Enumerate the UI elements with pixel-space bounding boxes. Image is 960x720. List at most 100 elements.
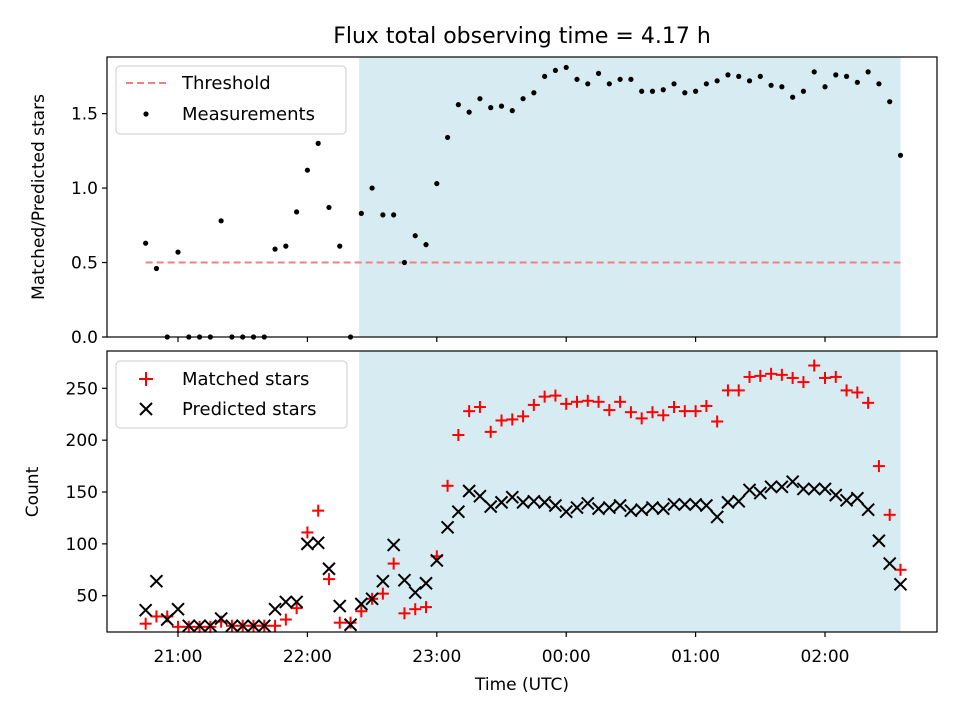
matched-star-point <box>819 371 831 384</box>
count-x-ticks: 21:00 22:00 23:00 00:00 01:00 02:00 <box>154 632 850 667</box>
predicted-star-point <box>473 489 487 503</box>
measurement-point <box>304 167 310 173</box>
predicted-star-point <box>872 534 886 548</box>
y-tick-label: 200 <box>66 431 98 451</box>
predicted-star-point <box>688 497 703 512</box>
measurement-point <box>466 109 472 115</box>
y-tick-label: 50 <box>76 587 98 607</box>
predicted-star-point <box>775 480 789 494</box>
matched-star-point <box>463 405 476 418</box>
measurement-point <box>563 64 569 71</box>
predicted-star-point <box>343 618 358 632</box>
matched-star-point <box>883 508 896 521</box>
predicted-stars-legend-label: Predicted stars <box>182 399 316 420</box>
predicted-star-point <box>235 619 250 633</box>
matched-star-point <box>333 616 346 629</box>
matched-stars-legend-swatch <box>139 372 153 386</box>
measurement-point <box>843 73 850 79</box>
predicted-star-point <box>559 505 573 519</box>
observing-window-shade <box>359 57 901 337</box>
matched-star-point <box>506 413 519 426</box>
y-tick-label: 150 <box>66 483 98 503</box>
matched-star-point <box>657 409 670 422</box>
measurements-legend-label: Measurements <box>182 104 315 125</box>
matched-star-point <box>452 428 465 441</box>
measurement-point <box>455 102 461 108</box>
observing-window-shade <box>359 351 901 632</box>
matched-stars-legend-label: Matched stars <box>182 369 309 390</box>
ratio-legend: Threshold Measurements <box>115 65 347 135</box>
matched-star-point <box>495 414 508 427</box>
matched-star-point <box>840 384 853 397</box>
predicted-star-point <box>333 599 347 613</box>
matched-star-point <box>312 504 325 517</box>
matched-star-point <box>754 369 767 382</box>
matched-star-point <box>646 406 659 419</box>
predicted-star-point <box>214 611 228 626</box>
measurements-legend-swatch <box>143 111 149 117</box>
matched-star-point <box>560 397 573 410</box>
measurement-point <box>294 209 300 215</box>
predicted-star-point <box>829 488 843 502</box>
ratio-panel: 0.0 0.5 1.0 1.5 Matched/Predicted stars Thr… <box>29 56 938 348</box>
matched-star-point <box>322 573 335 586</box>
measurement-point <box>833 72 839 78</box>
measurement-point <box>391 212 397 218</box>
matched-star-point <box>301 526 314 539</box>
predicted-star-point <box>505 490 519 504</box>
matched-star-point <box>139 617 152 630</box>
measurement-point <box>897 152 904 158</box>
measurement-point <box>595 70 602 76</box>
measurement-point <box>498 103 505 109</box>
measurement-point <box>682 90 688 96</box>
measurement-point <box>434 180 440 187</box>
predicted-star-point <box>365 592 379 606</box>
measurement-point <box>768 82 774 88</box>
predicted-star-point <box>257 619 271 633</box>
predicted-star-point <box>678 497 692 512</box>
matched-star-point <box>603 404 616 417</box>
predicted-star-point <box>397 573 412 587</box>
x-axis-label: Time (UTC) <box>474 675 569 695</box>
x-tick-label: 02:00 <box>801 647 850 667</box>
matched-star-point <box>269 619 282 632</box>
y-tick-label: 0.0 <box>71 328 98 348</box>
predicted-star-point <box>516 495 530 510</box>
predicted-star-point <box>634 502 649 517</box>
matched-star-point <box>376 587 389 600</box>
matched-star-point <box>290 602 303 615</box>
matched-star-point <box>743 370 756 383</box>
matched-star-point <box>484 425 497 438</box>
predicted-star-point <box>861 502 875 517</box>
matched-star-point <box>614 395 627 408</box>
matched-star-point <box>711 415 724 428</box>
measurement-point <box>811 69 817 75</box>
predicted-star-point <box>440 520 455 534</box>
matched-star-point <box>862 396 875 409</box>
x-tick-label: 22:00 <box>283 647 332 667</box>
matched-star-point <box>775 368 788 381</box>
predicted-stars-points <box>138 474 908 633</box>
predicted-star-point <box>279 595 293 609</box>
predicted-star-point <box>753 486 768 500</box>
count-panel: 50 100 150 200 250 21:00 22:00 23:00 00:00 01:00… <box>23 350 938 695</box>
measurement-point <box>218 218 224 224</box>
matched-star-point <box>172 620 184 633</box>
predicted-star-point <box>354 597 369 611</box>
matched-star-point <box>527 398 540 411</box>
measurement-point <box>283 243 289 249</box>
predicted-star-point <box>656 501 670 516</box>
matched-star-point <box>420 601 433 614</box>
measurement-point <box>153 265 160 272</box>
matched-star-point <box>829 370 842 383</box>
predicted-star-point <box>138 603 153 617</box>
measurement-point <box>423 242 429 248</box>
predicted-star-point <box>796 482 811 496</box>
predicted-star-point <box>386 538 401 552</box>
y-tick-label: 0.5 <box>71 254 98 274</box>
matched-star-point <box>668 400 681 413</box>
x-tick-label: 00:00 <box>542 647 591 667</box>
measurement-point <box>552 67 559 74</box>
predicted-star-point <box>850 491 865 505</box>
predicted-star-point <box>289 595 304 609</box>
